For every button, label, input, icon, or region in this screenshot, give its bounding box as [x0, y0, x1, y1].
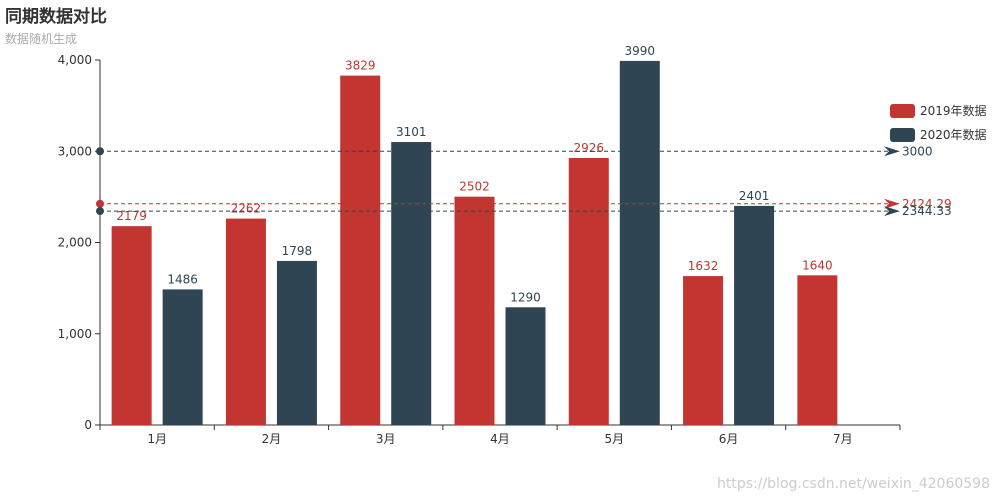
chart-subtitle: 数据随机生成: [5, 32, 78, 46]
bar-value-label: 2926: [574, 141, 605, 155]
x-tick-label: 4月: [490, 432, 510, 446]
bar: [276, 260, 317, 425]
bar-value-label: 1632: [688, 259, 719, 273]
y-tick-label: 3,000: [58, 144, 92, 158]
y-tick-label: 4,000: [58, 53, 92, 67]
bar: [340, 75, 381, 425]
mark-line-arrow-icon: [884, 146, 900, 157]
bar-value-label: 2262: [231, 202, 262, 216]
x-tick-label: 2月: [262, 432, 282, 446]
legend-swatch: [890, 104, 915, 118]
bar: [505, 307, 546, 425]
mark-line-start-dot: [96, 147, 104, 156]
legend-swatch: [890, 128, 915, 142]
bar-value-label: 1486: [167, 272, 198, 286]
bar: [454, 196, 495, 425]
x-tick-label: 6月: [719, 432, 739, 446]
bar: [734, 205, 775, 425]
x-tick-label: 3月: [376, 432, 396, 446]
bar: [162, 289, 203, 425]
bar: [111, 226, 152, 425]
watermark: https://blog.csdn.net/weixin_42060598: [716, 476, 990, 492]
bar: [391, 142, 432, 425]
bar-value-label: 3829: [345, 59, 376, 73]
bar-value-label: 2179: [116, 209, 147, 223]
bar: [797, 275, 838, 425]
x-tick-label: 1月: [147, 432, 167, 446]
y-tick-label: 0: [84, 418, 92, 432]
bar: [619, 60, 660, 425]
bar: [568, 158, 609, 425]
mark-line-arrow-icon: [884, 198, 900, 209]
y-tick-label: 1,000: [58, 327, 92, 341]
bar-value-label: 2502: [459, 180, 490, 194]
mark-line-arrow-icon: [884, 206, 900, 217]
bar: [683, 276, 724, 425]
bar-value-label: 3101: [396, 125, 427, 139]
mark-line-label: 2424.29: [902, 197, 952, 211]
mark-line-start-dot: [96, 199, 104, 208]
bar-value-label: 1798: [282, 244, 313, 258]
mark-line-start-dot: [96, 207, 104, 216]
bar-value-label: 2401: [739, 189, 770, 203]
chart-title: 同期数据对比: [5, 7, 107, 27]
bar-value-label: 1640: [802, 258, 833, 272]
legend-label: 2020年数据: [920, 127, 987, 142]
mark-line-label: 3000: [902, 144, 933, 158]
legend-label: 2019年数据: [920, 103, 987, 118]
x-tick-label: 7月: [833, 432, 853, 446]
bar-value-label: 3990: [625, 44, 656, 58]
bar-value-label: 1290: [510, 290, 541, 304]
mark-line-label: 2344.33: [902, 204, 952, 218]
y-tick-label: 2,000: [58, 236, 92, 250]
bar: [225, 218, 266, 425]
x-tick-label: 5月: [604, 432, 624, 446]
